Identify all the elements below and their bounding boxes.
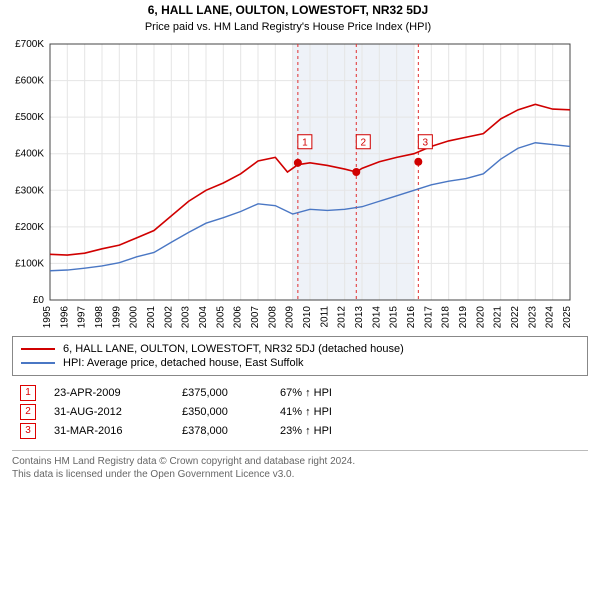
x-tick-label: 1995	[42, 306, 53, 329]
event-row: 1 23-APR-2009 £375,000 67% ↑ HPI	[20, 385, 580, 401]
chart-subtitle: Price paid vs. HM Land Registry's House …	[145, 21, 431, 33]
event-label-num: 1	[302, 138, 308, 149]
x-tick-label: 2017	[423, 306, 434, 329]
x-tick-label: 2024	[545, 306, 556, 329]
event-dot	[414, 158, 422, 166]
y-tick-label: £600K	[15, 76, 44, 87]
band	[293, 44, 345, 300]
legend-label: HPI: Average price, detached house, East…	[63, 357, 304, 369]
chart-title: 6, HALL LANE, OULTON, LOWESTOFT, NR32 5D…	[148, 3, 428, 17]
legend-row: HPI: Average price, detached house, East…	[21, 357, 579, 369]
y-tick-label: £300K	[15, 185, 44, 196]
x-tick-label: 2009	[285, 306, 296, 329]
y-tick-label: £200K	[15, 222, 44, 233]
event-dot	[294, 159, 302, 167]
event-date: 31-AUG-2012	[54, 406, 164, 418]
price-chart: 6, HALL LANE, OULTON, LOWESTOFT, NR32 5D…	[0, 0, 576, 330]
x-tick-label: 2015	[389, 306, 400, 329]
x-tick-label: 2020	[475, 306, 486, 329]
x-tick-label: 2000	[129, 306, 140, 329]
x-tick-label: 2002	[163, 306, 174, 329]
legend: 6, HALL LANE, OULTON, LOWESTOFT, NR32 5D…	[12, 336, 588, 376]
legend-swatch	[21, 362, 55, 364]
footer-line-1: Contains HM Land Registry data © Crown c…	[12, 455, 588, 468]
legend-label: 6, HALL LANE, OULTON, LOWESTOFT, NR32 5D…	[63, 343, 404, 355]
y-tick-label: £500K	[15, 112, 44, 123]
y-tick-label: £0	[33, 295, 45, 306]
legend-swatch	[21, 348, 55, 350]
x-tick-label: 2003	[181, 306, 192, 329]
x-tick-label: 2008	[267, 306, 278, 329]
x-tick-label: 2019	[458, 306, 469, 329]
y-tick-label: £100K	[15, 258, 44, 269]
x-tick-label: 2025	[562, 306, 573, 329]
legend-row: 6, HALL LANE, OULTON, LOWESTOFT, NR32 5D…	[21, 343, 579, 355]
x-tick-label: 2013	[354, 306, 365, 329]
x-tick-label: 2014	[371, 306, 382, 329]
event-row: 2 31-AUG-2012 £350,000 41% ↑ HPI	[20, 404, 580, 420]
event-price: £350,000	[182, 406, 262, 418]
x-tick-label: 2001	[146, 306, 157, 329]
event-dot	[352, 168, 360, 176]
x-tick-label: 1996	[59, 306, 70, 329]
event-price: £378,000	[182, 425, 262, 437]
event-num: 1	[20, 385, 36, 401]
event-num: 2	[20, 404, 36, 420]
x-tick-label: 2011	[319, 306, 330, 328]
x-tick-label: 2007	[250, 306, 261, 329]
x-tick-label: 2021	[493, 306, 504, 329]
x-tick-label: 1999	[111, 306, 122, 329]
event-price: £375,000	[182, 387, 262, 399]
event-pct: 67% ↑ HPI	[280, 387, 332, 399]
x-tick-label: 2006	[233, 306, 244, 329]
event-label-num: 2	[360, 138, 366, 149]
footer-line-2: This data is licensed under the Open Gov…	[12, 468, 588, 481]
event-pct: 23% ↑ HPI	[280, 425, 332, 437]
x-tick-label: 1997	[77, 306, 88, 329]
x-tick-label: 2016	[406, 306, 417, 329]
x-tick-label: 2022	[510, 306, 521, 329]
x-tick-label: 2004	[198, 306, 209, 329]
x-tick-label: 2023	[527, 306, 538, 329]
event-row: 3 31-MAR-2016 £378,000 23% ↑ HPI	[20, 423, 580, 439]
event-date: 31-MAR-2016	[54, 425, 164, 437]
event-num: 3	[20, 423, 36, 439]
attribution-footer: Contains HM Land Registry data © Crown c…	[12, 450, 588, 481]
event-date: 23-APR-2009	[54, 387, 164, 399]
y-tick-label: £400K	[15, 149, 44, 160]
x-tick-label: 2012	[337, 306, 348, 329]
events-table: 1 23-APR-2009 £375,000 67% ↑ HPI 2 31-AUG-201…	[12, 380, 588, 444]
y-tick-label: £700K	[15, 39, 44, 50]
x-tick-label: 2010	[302, 306, 313, 329]
event-label-num: 3	[423, 138, 429, 149]
x-tick-label: 2018	[441, 306, 452, 329]
x-tick-label: 2005	[215, 306, 226, 329]
x-tick-label: 1998	[94, 306, 105, 329]
event-pct: 41% ↑ HPI	[280, 406, 332, 418]
